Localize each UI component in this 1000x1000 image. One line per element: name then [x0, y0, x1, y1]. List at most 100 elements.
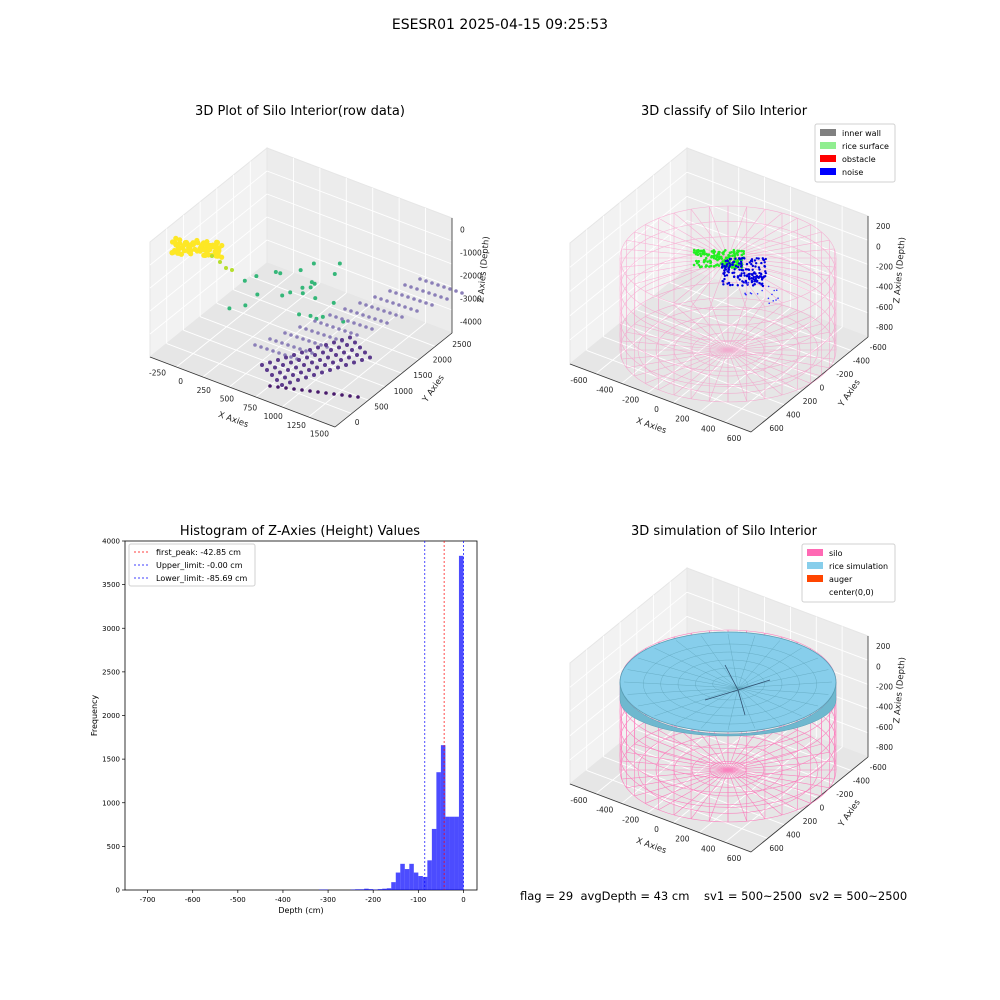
histogram-bar: [454, 816, 459, 890]
silo-spoke: [673, 212, 729, 259]
data-point: [442, 285, 446, 289]
data-point: [348, 335, 352, 340]
data-point: [300, 285, 305, 290]
histogram-bar: [368, 889, 374, 890]
x-tick-label: -400: [596, 386, 613, 395]
y-axis-label: Y Axies: [836, 377, 863, 409]
legend-swatch: [820, 155, 836, 162]
noise-point: [775, 289, 778, 292]
noise-point: [755, 274, 759, 278]
data-point: [313, 341, 317, 345]
silo-spoke: [645, 349, 729, 384]
noise-point: [754, 272, 757, 275]
depth-histogram: -700 -600 -500 -400 -300 -200 -100 0 0 500 1000 150…: [90, 538, 478, 915]
data-point: [355, 311, 359, 315]
data-point: [336, 365, 340, 370]
y-axis-line: [334, 332, 453, 428]
rice-mesh-line: [737, 687, 819, 707]
legend-label: silo: [829, 549, 843, 558]
data-point: [291, 373, 295, 377]
y-tick-label: 3500: [102, 581, 120, 589]
histogram-bar: [395, 872, 401, 890]
silo-spoke: [658, 349, 729, 391]
data-point: [368, 355, 372, 360]
data-point: [242, 278, 247, 283]
data-point: [281, 363, 285, 367]
x-tick-label: 1250: [287, 421, 306, 430]
noise-point: [732, 271, 736, 274]
data-point: [284, 386, 288, 390]
rice-mesh-line: [737, 687, 781, 724]
data-point: [218, 260, 222, 264]
noise-point: [736, 265, 740, 269]
silo-spoke: [727, 239, 830, 259]
noise-point: [736, 284, 739, 287]
silo-spoke: [727, 349, 811, 384]
data-point: [270, 373, 274, 377]
noise-point: [740, 272, 743, 275]
data-point: [213, 247, 219, 254]
data-point: [323, 363, 327, 367]
data-point: [460, 291, 464, 295]
noise-point: [729, 257, 733, 261]
x-tick-label: 500: [220, 395, 235, 404]
rice-surface-point: [721, 260, 724, 263]
data-point: [360, 358, 364, 362]
silo-floor-ring: [655, 315, 801, 385]
simulation-3d-plot: -600-400-20002004006006004002000-200-400…: [569, 543, 908, 863]
data-point: [332, 392, 336, 396]
noise-point: [757, 281, 759, 284]
data-point: [308, 285, 313, 290]
data-point: [436, 283, 440, 287]
x-tick-label: -300: [320, 896, 336, 904]
silo-ring: [619, 251, 837, 357]
histogram-bar: [377, 889, 383, 890]
y-tick-label: -400: [853, 776, 870, 785]
histogram-bar: [440, 745, 446, 890]
rice-surface-point: [708, 265, 711, 268]
data-point: [273, 269, 278, 274]
data-point: [334, 353, 338, 357]
data-point: [289, 333, 293, 337]
data-point: [296, 378, 300, 382]
data-point: [277, 351, 281, 355]
data-point: [319, 321, 323, 325]
data-point: [430, 281, 434, 285]
noise-point: [728, 283, 732, 287]
data-point: [227, 306, 232, 311]
y-tick-label: 0: [355, 418, 360, 427]
noise-point: [747, 281, 750, 284]
rice-surface-point: [742, 250, 745, 253]
noise-point: [727, 271, 730, 274]
silo-spoke: [727, 349, 748, 402]
data-point: [181, 248, 188, 254]
data-point: [385, 299, 389, 303]
status-readout: flag = 29 avgDepth = 43 cm sv1 = 500~250…: [520, 889, 908, 903]
noise-point: [745, 274, 749, 277]
classify-plot-title: 3D classify of Silo Interior: [640, 104, 808, 119]
silo-spoke: [727, 298, 748, 351]
noise-point: [754, 261, 758, 265]
data-point: [308, 313, 313, 318]
noise-point: [757, 276, 760, 280]
data-point: [210, 254, 214, 258]
data-point: [406, 295, 410, 299]
rice-surface-point: [717, 264, 721, 267]
noise-point: [724, 265, 727, 268]
histogram-bar: [409, 863, 414, 890]
data-point: [297, 312, 302, 317]
x-axis-line: [149, 356, 336, 428]
x-tick-label: 600: [727, 434, 742, 443]
data-point: [427, 291, 431, 295]
silo-spoke: [727, 257, 822, 285]
data-point: [394, 291, 398, 295]
raw-3d-plot: -250025050075010001250150005001000150020…: [149, 146, 492, 439]
data-point: [311, 261, 316, 266]
data-point: [294, 365, 298, 370]
silo-spoke: [690, 300, 729, 351]
silo-spoke: [727, 349, 766, 400]
rice-surface-point: [728, 254, 731, 258]
data-point: [288, 380, 292, 385]
data-point: [318, 358, 322, 362]
data-point: [337, 327, 341, 331]
